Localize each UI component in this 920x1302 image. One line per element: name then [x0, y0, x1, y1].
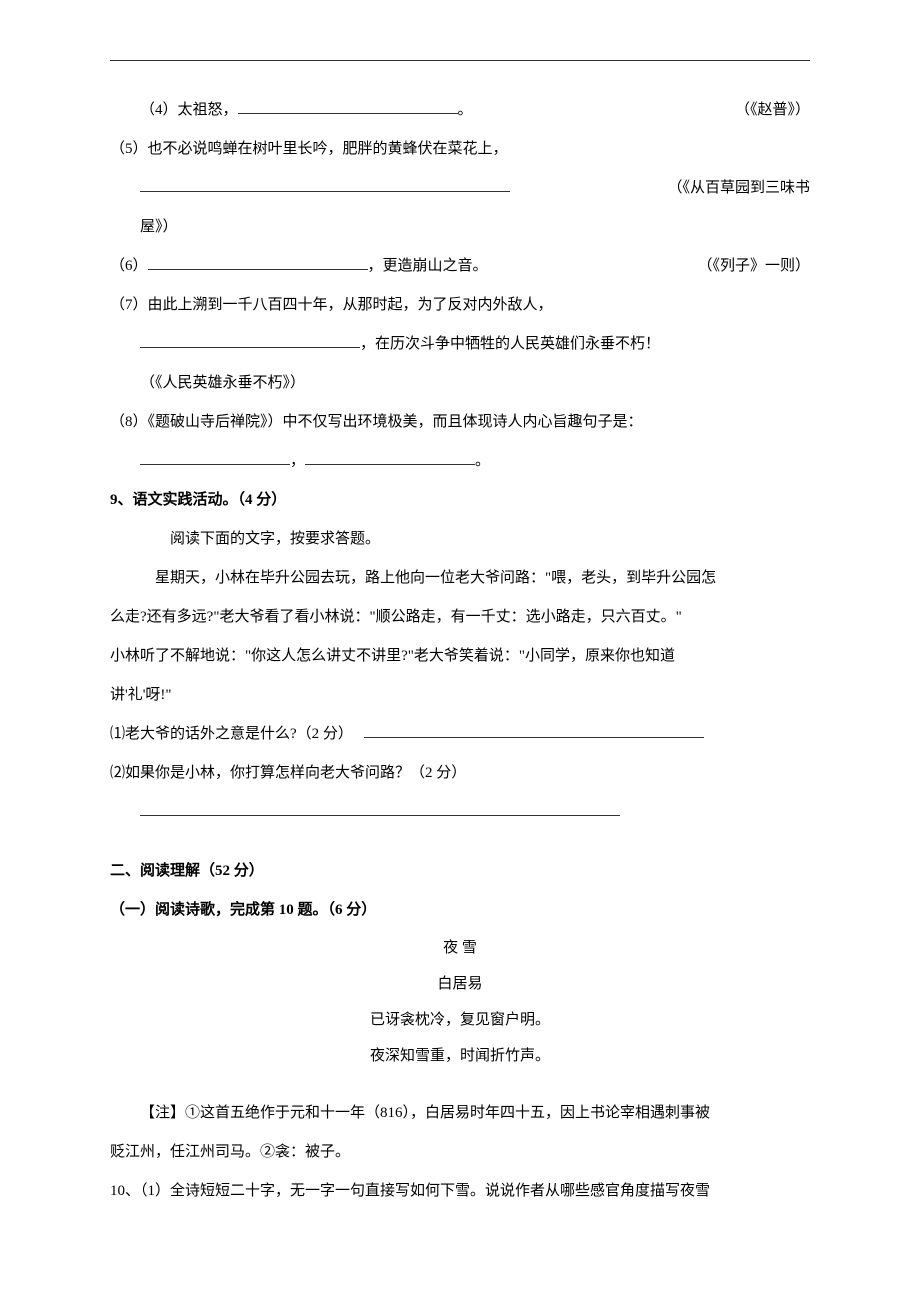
question-8-line1: （8）《题破山寺后禅院》）中不仅写出环境极美，而且体现诗人内心旨趣句子是：: [110, 403, 810, 442]
question-7-line3: （《人民英雄永垂不朽》）: [110, 364, 810, 403]
q8-blank1: [140, 447, 290, 465]
question-7-line2: ，在历次斗争中牺牲的人民英雄们永垂不朽！: [110, 325, 810, 364]
q8-period: 。: [475, 453, 490, 469]
q7-text: （7）由此上溯到一千八百四十年，从那时起，为了反对内外敌人，: [110, 297, 553, 313]
q8-text: （8）《题破山寺后禅院》）中不仅写出环境极美，而且体现诗人内心旨趣句子是：: [110, 414, 643, 430]
poem-line1: 已讶衾枕冷，复见窗户明。: [110, 1002, 810, 1038]
question-5-line1: （5）也不必说鸣蝉在树叶里长吟，肥胖的黄蜂伏在菜花上，: [110, 130, 810, 169]
question-5-line2: （《从百草园到三味书: [110, 169, 810, 208]
q9-sub2-blank: [140, 798, 620, 816]
question-5-line3: 屋》）: [110, 208, 810, 247]
q7-ref: （《人民英雄永垂不朽》）: [140, 375, 305, 391]
q9-body2: 么走?还有多远?"老大爷看了看小林说："顺公路走，有一千丈：选小路走，只六百丈。…: [110, 598, 810, 637]
q9-body1: 星期天，小林在毕升公园去玩，路上他向一位老大爷问路："喂，老头，到毕升公园怎: [110, 559, 810, 598]
q9-sub1: ⑴老大爷的话外之意是什么?（2 分）: [110, 715, 810, 754]
top-divider: [110, 60, 810, 61]
q8-comma: ，: [290, 453, 305, 469]
q9-body4: 讲'礼'呀!": [110, 676, 810, 715]
q7-blank: [140, 330, 360, 348]
poem-author: 白居易: [110, 966, 810, 1002]
q5-ref-suffix: 屋》）: [140, 219, 178, 235]
q9-sub1-text: ⑴老大爷的话外之意是什么?（2 分）: [110, 726, 353, 742]
q9-body3: 小林听了不解地说："你这人怎么讲丈不讲里?"老大爷笑着说："小同学，原来你也知道: [110, 637, 810, 676]
section2-sub: （一）阅读诗歌，完成第 10 题。（6 分）: [110, 891, 810, 930]
q9-title: 9、语文实践活动。（4 分）: [110, 481, 810, 520]
q6-suffix: ，更造崩山之音。: [368, 258, 488, 274]
q4-period: 。: [458, 102, 473, 118]
q9-sub2: ⑵如果你是小林，你打算怎样向老大爷问路？（2 分）: [110, 754, 810, 793]
q9-sub1-blank: [364, 720, 704, 738]
note-line1: 【注】①这首五绝作于元和十一年（816），白居易时年四十五，因上书论宰相遇刺事被: [110, 1094, 810, 1133]
question-7-line1: （7）由此上溯到一千八百四十年，从那时起，为了反对内外敌人，: [110, 286, 810, 325]
q5-blank: [140, 174, 510, 192]
q4-prefix: （4）太祖怒，: [140, 102, 238, 118]
section2-title: 二、阅读理解（52 分）: [110, 852, 810, 891]
q4-blank: [238, 96, 458, 114]
q6-ref: （《列子》一则）: [697, 247, 810, 286]
q9-intro: 阅读下面的文字，按要求答题。: [110, 520, 810, 559]
q10: 10、（1）全诗短短二十字，无一字一句直接写如何下雪。说说作者从哪些感官角度描写…: [110, 1172, 810, 1211]
note-line2: 贬江州，任江州司马。②衾：被子。: [110, 1133, 810, 1172]
q9-sub2-blank-line: [110, 793, 810, 832]
q7-tail: ，在历次斗争中牺牲的人民英雄们永垂不朽！: [360, 336, 660, 352]
q6-prefix: （6）: [110, 258, 148, 274]
poem-line2: 夜深知雪重，时闻折竹声。: [110, 1038, 810, 1074]
q6-left: （6） ，更造崩山之音。: [110, 247, 488, 286]
question-8-line2: ，。: [110, 442, 810, 481]
q4-ref: （《赵普》）: [735, 91, 810, 130]
poem-title: 夜 雪: [110, 930, 810, 966]
q5-ref-prefix: （《从百草园到三味书: [667, 169, 810, 208]
question-6: （6） ，更造崩山之音。 （《列子》一则）: [110, 247, 810, 286]
question-4: （4）太祖怒， 。 （《赵普》）: [110, 91, 810, 130]
q5-text: （5）也不必说鸣蝉在树叶里长吟，肥胖的黄蜂伏在菜花上，: [110, 141, 508, 157]
q8-blank2: [305, 447, 475, 465]
q6-blank: [148, 252, 368, 270]
